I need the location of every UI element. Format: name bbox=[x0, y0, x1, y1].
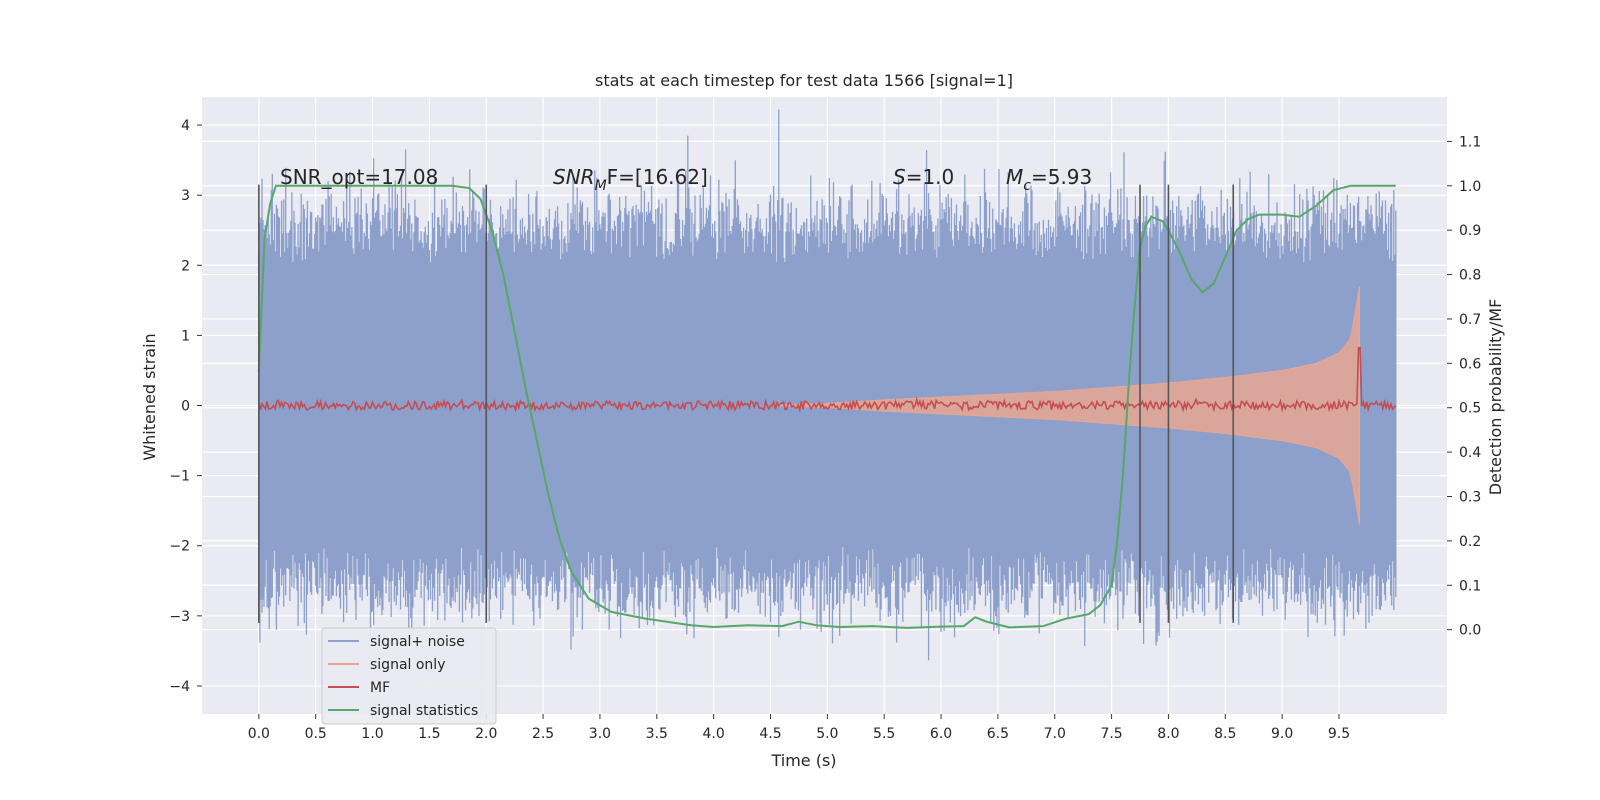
x-tick-label: 9.0 bbox=[1271, 726, 1293, 742]
axes: 0.0 0.5 1.0 1.5 2.0 2.5 3.0 3.5 4.0 4.5 5.0 5.5 6.0 6… bbox=[169, 118, 1481, 742]
annotation-snr-opt: SNR_opt=17.08 bbox=[280, 165, 438, 189]
y-tick-label: 4 bbox=[181, 118, 190, 134]
y-tick-label: 3 bbox=[181, 188, 190, 204]
x-tick-label: 9.5 bbox=[1328, 726, 1350, 742]
x-tick-label: 2.5 bbox=[532, 726, 554, 742]
y2-tick-label: 1.1 bbox=[1459, 134, 1481, 150]
y-tick-label: −2 bbox=[169, 539, 190, 555]
annotation-snr-mf: SNRMF=[16.62] bbox=[553, 165, 708, 194]
annotations: SNR_opt=17.08 SNRMF=[16.62] S=1.0 Mc=5.9… bbox=[280, 165, 1092, 194]
y2-tick-label: 0.3 bbox=[1459, 489, 1481, 505]
x-tick-label: 5.0 bbox=[816, 726, 838, 742]
legend-label-signal-statistics: signal statistics bbox=[370, 703, 478, 719]
y2-tick-label: 0.5 bbox=[1459, 401, 1481, 417]
annotation-mc: Mc=5.93 bbox=[1006, 165, 1092, 194]
x-axis-title: Time (s) bbox=[770, 751, 836, 770]
x-tick-label: 0.5 bbox=[305, 726, 327, 742]
annotation-mc-rest: =5.93 bbox=[1031, 165, 1092, 189]
vertical-markers bbox=[258, 184, 1235, 623]
x-tick-label: 1.5 bbox=[418, 726, 440, 742]
y2-tick-label: 0.1 bbox=[1459, 578, 1481, 594]
y-tick-label: 0 bbox=[181, 399, 190, 415]
annotation-s-rest: =1.0 bbox=[906, 165, 955, 189]
legend-label-signal-noise: signal+ noise bbox=[370, 634, 465, 650]
x-tick-label: 0.0 bbox=[248, 726, 270, 742]
signal-statistics-series bbox=[257, 184, 1396, 629]
x-tick-label: 8.0 bbox=[1157, 726, 1179, 742]
y-tick-label: −1 bbox=[169, 469, 190, 485]
x-tick-label: 4.5 bbox=[759, 726, 781, 742]
y2-axis-title: Detection probability/MF bbox=[1486, 299, 1505, 496]
y2-tick-label: 0.2 bbox=[1459, 534, 1481, 550]
x-tick-label: 7.5 bbox=[1100, 726, 1122, 742]
x-tick-label: 6.0 bbox=[930, 726, 952, 742]
legend-label-mf: MF bbox=[370, 680, 390, 696]
y2-tick-label: 0.7 bbox=[1459, 312, 1481, 328]
x-tick-label: 1.0 bbox=[361, 726, 383, 742]
y-tick-label: −4 bbox=[169, 679, 190, 695]
signal-statistics-line bbox=[257, 184, 1396, 629]
y-axis-title: Whitened strain bbox=[140, 333, 159, 460]
annotation-s: S=1.0 bbox=[893, 165, 954, 189]
annotation-mc-main: M bbox=[1006, 165, 1023, 189]
x-tick-label: 3.0 bbox=[589, 726, 611, 742]
legend-box bbox=[321, 627, 497, 725]
x-tick-label: 6.5 bbox=[987, 726, 1009, 742]
x-tick-label: 2.0 bbox=[475, 726, 497, 742]
y2-tick-label: 0.0 bbox=[1459, 623, 1481, 639]
x-tick-label: 7.0 bbox=[1044, 726, 1066, 742]
y-tick-label: 2 bbox=[181, 258, 190, 274]
mf-line bbox=[258, 346, 1397, 413]
x-tick-label: 8.5 bbox=[1214, 726, 1236, 742]
chart-title: stats at each timestep for test data 156… bbox=[595, 71, 1013, 90]
y2-tick-label: 0.8 bbox=[1459, 268, 1481, 284]
legend-label-signal-only: signal only bbox=[370, 657, 445, 673]
x-tick-label: 5.5 bbox=[873, 726, 895, 742]
annotation-snr-mf-rest: F=[16.62] bbox=[607, 165, 708, 189]
annotation-snr-mf-main: SNR bbox=[553, 165, 595, 189]
y2-tick-label: 0.9 bbox=[1459, 223, 1481, 239]
y2-tick-label: 0.6 bbox=[1459, 356, 1481, 372]
x-tick-label: 4.0 bbox=[703, 726, 725, 742]
x-tick-label: 3.5 bbox=[646, 726, 668, 742]
y2-tick-label: 1.0 bbox=[1459, 179, 1481, 195]
y-tick-label: −3 bbox=[169, 609, 190, 625]
mf-series bbox=[258, 346, 1397, 413]
y-tick-label: 1 bbox=[181, 328, 190, 344]
legend: signal+ noise signal only MF signal stat… bbox=[321, 627, 497, 725]
annotation-mc-sub: c bbox=[1023, 178, 1031, 194]
annotation-snr-mf-sub: M bbox=[595, 178, 607, 194]
y2-tick-label: 0.4 bbox=[1459, 445, 1481, 461]
annotation-s-main: S bbox=[893, 165, 906, 189]
